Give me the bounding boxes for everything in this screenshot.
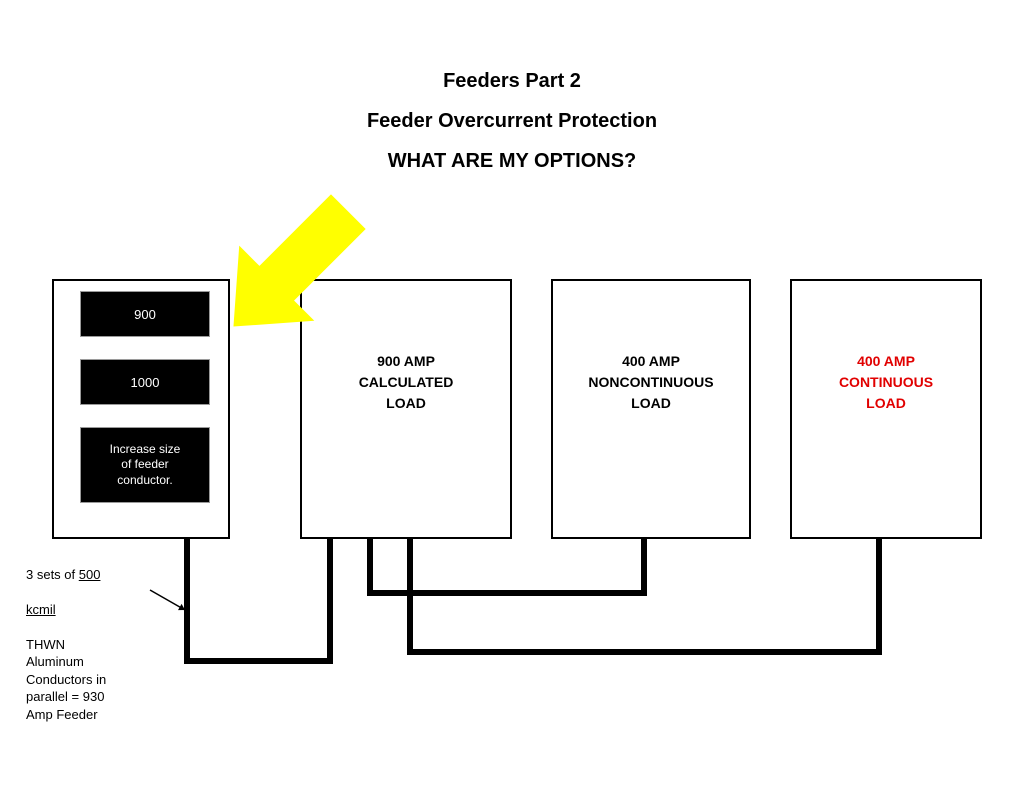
note-pointer-arrow-icon (0, 0, 1024, 791)
